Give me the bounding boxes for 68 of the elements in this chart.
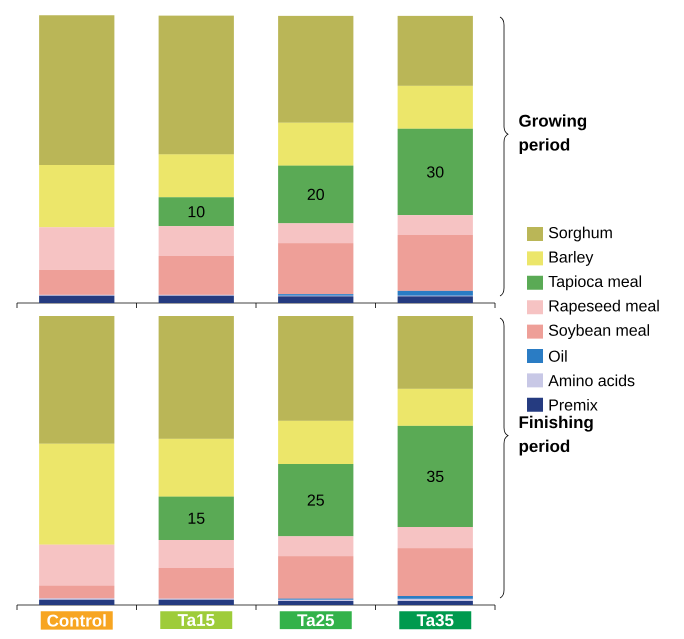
bar [158, 438, 234, 497]
bar [39, 544, 114, 586]
bar [39, 586, 114, 598]
bar [158, 316, 234, 439]
x-tick-label: Ta35 [416, 614, 454, 626]
data-label: 30 [427, 166, 444, 178]
bar [39, 270, 114, 295]
data-label: 20 [308, 188, 324, 200]
bar [278, 243, 354, 294]
bar [398, 548, 473, 596]
text: Finishing period [520, 416, 593, 456]
bar [278, 536, 354, 556]
bar [278, 223, 354, 244]
data-label: 25 [308, 494, 324, 506]
x-tick-label: Control [47, 614, 106, 627]
bar [278, 556, 354, 599]
bar [398, 215, 473, 236]
bar [158, 296, 234, 303]
bar [158, 154, 234, 198]
bar [158, 197, 234, 226]
bar [398, 600, 473, 605]
bar [39, 296, 114, 303]
legend-label: Barley [550, 250, 594, 266]
bar [158, 16, 234, 154]
bar [278, 464, 354, 536]
bar [278, 296, 354, 303]
bar [398, 86, 473, 129]
bar [158, 600, 234, 605]
bar [158, 226, 234, 256]
bar [39, 444, 114, 545]
bar [39, 600, 114, 605]
text: Growing period [519, 114, 586, 154]
bar [278, 122, 354, 166]
legend-label: Sorghum [548, 226, 612, 242]
x-tick-label: Ta25 [297, 614, 334, 626]
bar [278, 600, 354, 605]
bar [158, 540, 234, 568]
bar [398, 388, 473, 426]
legend-label: Tapioca meal [548, 275, 642, 290]
bar [398, 526, 473, 548]
legend-label: Amino acids [548, 374, 634, 386]
bar [278, 420, 354, 464]
bar [39, 227, 114, 270]
data-label: 15 [188, 512, 204, 524]
bar [398, 296, 473, 303]
data-label: 35 [427, 470, 444, 482]
bar [398, 16, 473, 86]
bar [278, 166, 354, 224]
bar [39, 316, 114, 444]
bar [158, 256, 234, 295]
bar [158, 496, 234, 540]
bar [158, 568, 234, 599]
x-tick-label: Ta15 [178, 614, 214, 626]
data-label: 10 [188, 206, 204, 218]
bar [278, 16, 354, 123]
legend-label: Soybean meal [548, 324, 650, 340]
bar [398, 128, 473, 216]
legend-label: Premix [550, 398, 598, 411]
bar [39, 165, 114, 228]
bar [398, 426, 473, 527]
legend-label: Oil [548, 350, 567, 362]
bar [398, 316, 473, 389]
legend-label: Rapeseed meal [550, 300, 659, 315]
bar [39, 15, 114, 166]
bar [398, 235, 473, 291]
bar [278, 316, 354, 421]
bar [398, 290, 473, 296]
bar [398, 596, 473, 599]
